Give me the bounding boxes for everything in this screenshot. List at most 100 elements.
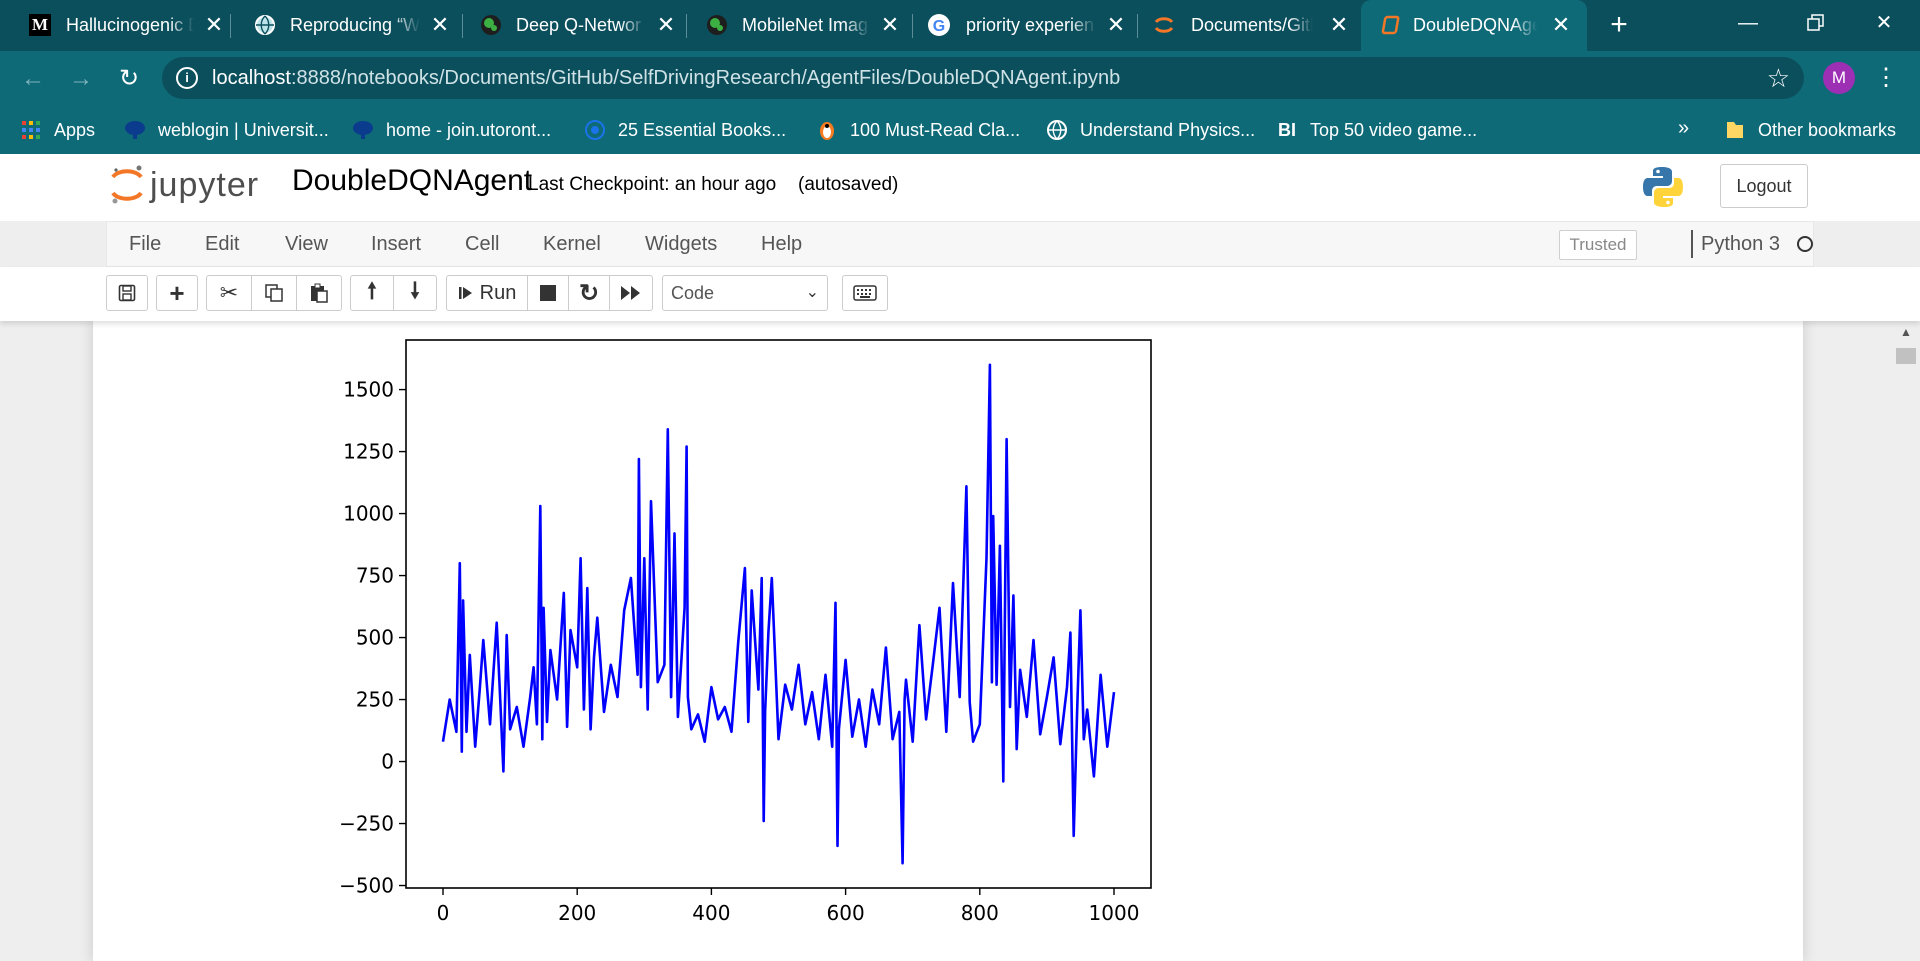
- browser-tab-5[interactable]: Documents/Gith ✕: [1139, 0, 1361, 51]
- arrow-down-icon: 🠗: [410, 278, 420, 303]
- bookmark-label: 100 Must-Read Cla...: [850, 119, 1021, 140]
- profile-avatar[interactable]: M: [1823, 62, 1855, 94]
- bookmark-label: Other bookmarks: [1758, 119, 1897, 140]
- url-host: localhost: [212, 67, 291, 89]
- browser-tab-0[interactable]: M Hallucinogenic D ✕: [0, 0, 228, 51]
- bi-icon: BI: [1278, 119, 1296, 140]
- arrow-up-icon: 🠕: [367, 278, 377, 303]
- browser-tab-2[interactable]: Deep Q-Networ ✕: [464, 0, 692, 51]
- url-text[interactable]: localhost:8888/notebooks/Documents/GitHu…: [212, 67, 1120, 90]
- bookmark-apps[interactable]: Apps: [20, 117, 95, 143]
- other-bookmarks-folder[interactable]: Other bookmarks: [1724, 117, 1896, 143]
- scroll-up-arrow-icon[interactable]: ▲: [1900, 325, 1912, 339]
- globe-icon: [254, 14, 276, 36]
- menu-cell[interactable]: Cell: [465, 233, 500, 255]
- scrollbar-thumb[interactable]: [1896, 348, 1916, 364]
- close-tab-icon[interactable]: ✕: [656, 12, 676, 37]
- cut-button[interactable]: ✂: [206, 275, 252, 311]
- browser-tab-3[interactable]: MobileNet Imag ✕: [688, 0, 916, 51]
- menu-edit[interactable]: Edit: [205, 233, 240, 255]
- insert-cell-button[interactable]: +: [156, 275, 198, 311]
- close-tab-icon[interactable]: ✕: [204, 12, 224, 37]
- x-tick-label: 0: [437, 901, 450, 925]
- cell-type-select[interactable]: Code ⌄: [662, 275, 828, 311]
- address-bar[interactable]: i localhost:8888/notebooks/Documents/Git…: [162, 57, 1804, 99]
- close-tab-icon[interactable]: ✕: [1329, 12, 1349, 37]
- restore-window-button[interactable]: [1796, 8, 1836, 38]
- menu-widgets[interactable]: Widgets: [645, 233, 718, 255]
- reload-icon[interactable]: ↻: [118, 65, 140, 92]
- kernel-name[interactable]: Python 3: [1701, 233, 1780, 255]
- restart-button[interactable]: ↻: [568, 275, 610, 311]
- penguin-icon: [816, 119, 838, 141]
- bookmark-label: weblogin | Universit...: [158, 119, 329, 140]
- browser-toolbar: ← → ↻ i localhost:8888/notebooks/Documen…: [0, 51, 1920, 105]
- notebook-name[interactable]: DoubleDQNAgent: [292, 164, 533, 197]
- restart-run-all-button[interactable]: [609, 275, 653, 311]
- bookmark-must-read[interactable]: 100 Must-Read Cla...: [816, 117, 1020, 143]
- close-tab-icon[interactable]: ✕: [880, 12, 900, 37]
- copy-button[interactable]: [251, 275, 297, 311]
- menu-kernel[interactable]: Kernel: [543, 233, 601, 255]
- paste-button[interactable]: [296, 275, 342, 311]
- new-tab-button[interactable]: +: [1610, 8, 1628, 41]
- menu-insert[interactable]: Insert: [371, 233, 422, 255]
- bookmark-essential-books[interactable]: 25 Essential Books...: [584, 117, 786, 143]
- bookmark-join-utoronto[interactable]: home - join.utoront...: [352, 117, 551, 143]
- kernel-idle-icon: [1797, 236, 1813, 252]
- folder-icon: [1724, 119, 1746, 141]
- tab-title: MobileNet Imag: [742, 15, 869, 35]
- bookmark-understand-physics[interactable]: Understand Physics...: [1046, 117, 1255, 143]
- move-down-button[interactable]: 🠗: [393, 275, 437, 311]
- menu-view[interactable]: View: [285, 233, 328, 255]
- back-arrow-icon[interactable]: ←: [21, 65, 45, 92]
- y-tick-label: −250: [339, 812, 394, 836]
- y-tick-label: 500: [356, 626, 394, 650]
- close-tab-icon[interactable]: ✕: [430, 12, 450, 37]
- apps-grid-icon: [20, 119, 42, 141]
- bookmark-top-50-games[interactable]: BI Top 50 video game...: [1276, 117, 1477, 143]
- menu-help[interactable]: Help: [761, 233, 803, 255]
- interrupt-button[interactable]: [527, 275, 569, 311]
- browser-tab-4[interactable]: G priority experien ✕: [914, 0, 1142, 51]
- tab-title: Reproducing “W: [290, 15, 420, 35]
- page-scrollbar[interactable]: [1892, 321, 1920, 961]
- minimize-window-button[interactable]: —: [1738, 12, 1758, 34]
- google-icon: G: [928, 14, 950, 36]
- browser-menu-icon[interactable]: ⋮: [1874, 64, 1898, 91]
- bookmark-label: Understand Physics...: [1080, 119, 1256, 140]
- browser-tab-6[interactable]: DoubleDQNAge ✕: [1361, 0, 1587, 51]
- bookmark-star-icon[interactable]: ☆: [1766, 63, 1790, 93]
- run-label: Run: [479, 281, 517, 304]
- jupyter-logo[interactable]: jupyter: [110, 162, 259, 208]
- svg-text:G: G: [933, 18, 945, 35]
- command-palette-button[interactable]: [842, 275, 888, 311]
- run-button[interactable]: Run: [446, 275, 528, 311]
- trusted-indicator[interactable]: Trusted: [1559, 230, 1637, 260]
- close-tab-icon[interactable]: ✕: [1106, 12, 1126, 37]
- x-tick-label: 600: [827, 901, 865, 925]
- jupyter-header: jupyter DoubleDQNAgent Last Checkpoint: …: [0, 154, 1920, 221]
- y-tick-label: −500: [339, 874, 394, 898]
- bookmarks-overflow-button[interactable]: »: [1678, 117, 1690, 139]
- bookmark-weblogin[interactable]: weblogin | Universit...: [124, 117, 329, 143]
- y-tick-label: 1500: [343, 378, 394, 402]
- close-tab-icon[interactable]: ✕: [1551, 12, 1571, 37]
- notebook-container[interactable]: [93, 321, 1803, 961]
- bookmark-label: 25 Essential Books...: [618, 119, 787, 140]
- bookmark-label: Top 50 video game...: [1310, 119, 1478, 140]
- y-tick-label: 1250: [343, 440, 394, 464]
- site-info-icon[interactable]: i: [176, 67, 198, 89]
- browser-tab-1[interactable]: Reproducing “W ✕: [232, 0, 460, 51]
- move-up-button[interactable]: 🠕: [350, 275, 394, 311]
- y-axis: −500 −250 0 250 500 750 1000 1250 1500: [339, 378, 406, 898]
- bookmark-label: home - join.utoront...: [386, 119, 552, 140]
- save-button[interactable]: [106, 275, 148, 311]
- series-line: [441, 363, 1116, 865]
- logout-button[interactable]: Logout: [1720, 164, 1808, 208]
- forward-arrow-icon[interactable]: →: [69, 65, 93, 92]
- menu-file[interactable]: File: [129, 233, 162, 255]
- y-tick-label: 0: [381, 750, 394, 774]
- plus-icon: +: [169, 278, 185, 308]
- close-window-button[interactable]: ✕: [1875, 12, 1893, 34]
